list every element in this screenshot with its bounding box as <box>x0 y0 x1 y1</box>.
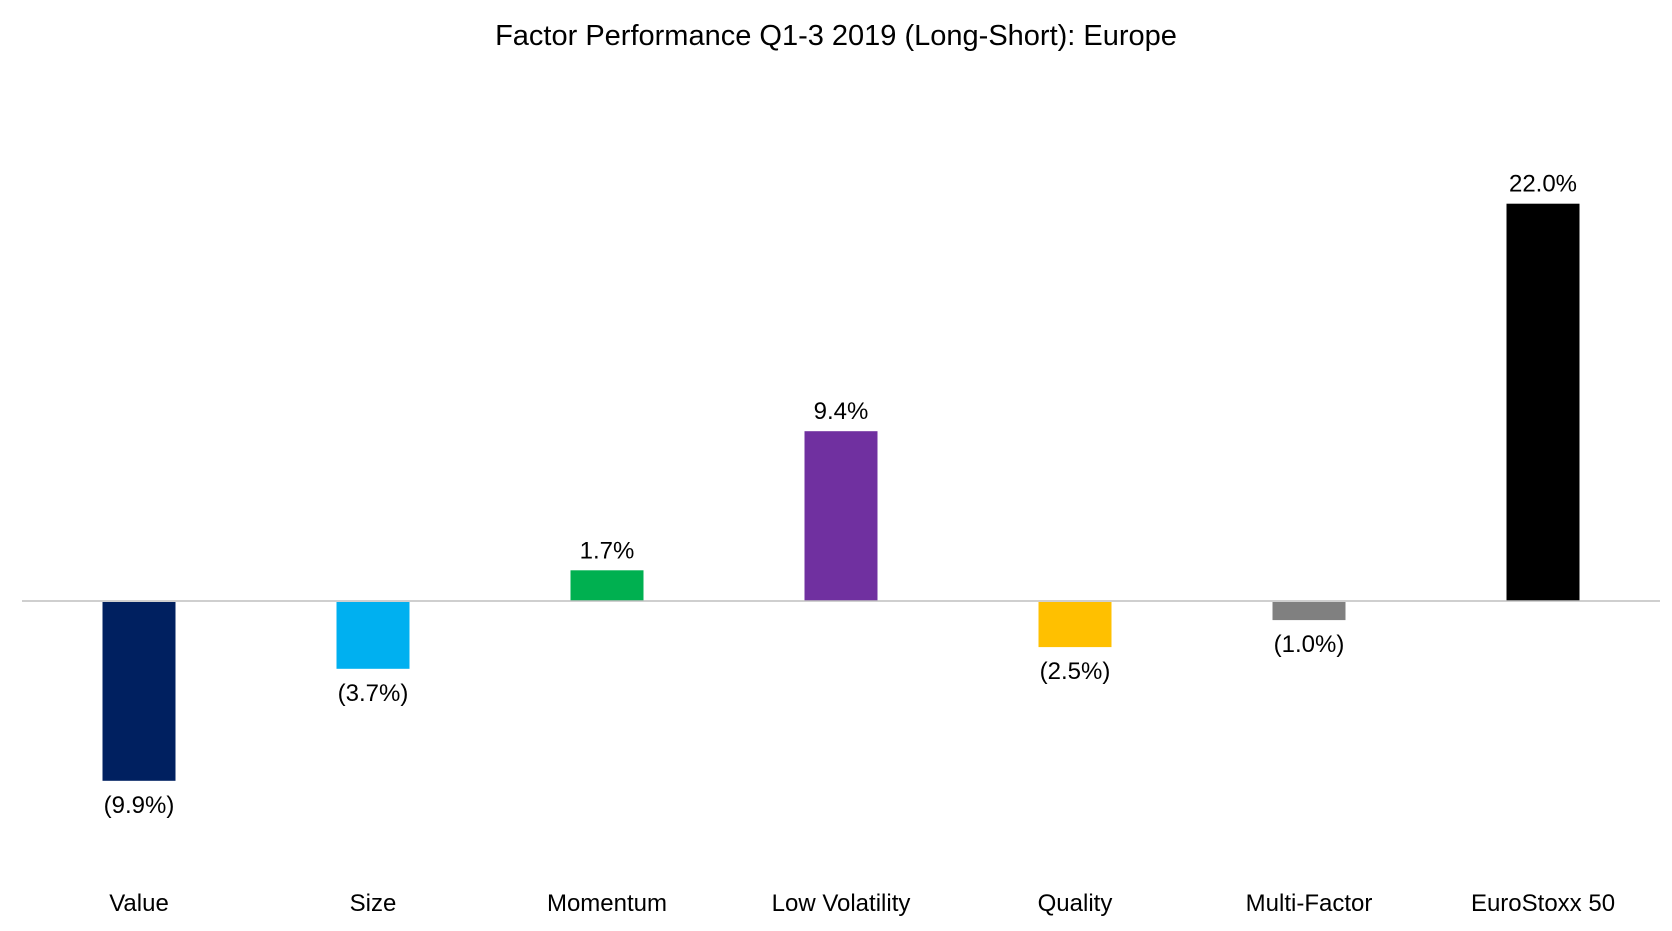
data-label-low-volatility: 9.4% <box>814 398 869 425</box>
data-label-momentum: 1.7% <box>580 537 635 564</box>
bar-momentum <box>570 570 644 601</box>
data-label-size: (3.7%) <box>338 680 409 707</box>
bar-size <box>336 602 410 669</box>
bar-quality <box>1038 602 1112 648</box>
data-label-value: (9.9%) <box>104 792 175 819</box>
category-label-quality: Quality <box>1038 890 1113 917</box>
data-label-quality: (2.5%) <box>1040 658 1111 685</box>
category-label-multi-factor: Multi-Factor <box>1246 890 1373 917</box>
bar-low-volatility <box>804 431 878 601</box>
bar-multi-factor <box>1272 602 1346 621</box>
bars-layer <box>102 203 1580 781</box>
category-label-eurostoxx-50: EuroStoxx 50 <box>1471 890 1615 917</box>
data-labels-layer: (9.9%) (3.7%) 1.7% 9.4% (2.5%) (1.0%) 22.0% <box>104 171 1577 819</box>
category-label-size: Size <box>350 890 397 917</box>
category-label-low-volatility: Low Volatility <box>772 890 911 917</box>
bar-eurostoxx-50 <box>1506 203 1580 601</box>
chart-title: Factor Performance Q1-3 2019 (Long-Short… <box>495 20 1177 52</box>
data-label-multi-factor: (1.0%) <box>1274 631 1345 658</box>
category-label-momentum: Momentum <box>547 890 667 917</box>
category-label-value: Value <box>109 890 169 917</box>
category-axis-labels: Value Size Momentum Low Volatility Quality Mu… <box>109 890 1615 917</box>
bar-value <box>102 602 176 781</box>
data-label-eurostoxx-50: 22.0% <box>1509 171 1577 198</box>
